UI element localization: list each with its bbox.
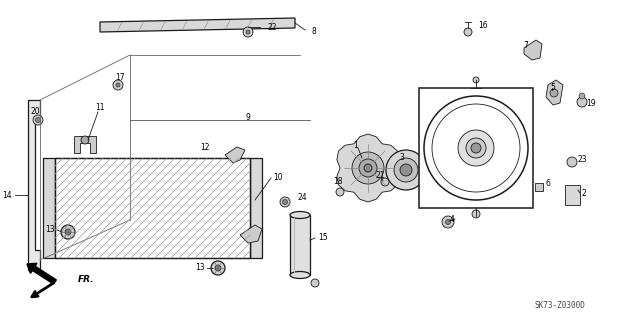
Text: 4: 4 — [450, 216, 455, 225]
Circle shape — [381, 178, 389, 186]
Text: 11: 11 — [95, 103, 105, 113]
Text: 22: 22 — [268, 23, 278, 32]
Circle shape — [567, 157, 577, 167]
Circle shape — [458, 130, 494, 166]
Circle shape — [394, 158, 418, 182]
Circle shape — [579, 93, 585, 99]
Circle shape — [246, 30, 250, 34]
Polygon shape — [74, 136, 96, 153]
Text: 2: 2 — [582, 189, 587, 197]
Text: 17: 17 — [115, 73, 125, 83]
Circle shape — [61, 225, 75, 239]
Text: 20: 20 — [30, 108, 40, 116]
Circle shape — [577, 97, 587, 107]
Text: SK73-Z0300D: SK73-Z0300D — [534, 301, 586, 310]
Text: FR.: FR. — [78, 276, 95, 285]
Text: 16: 16 — [478, 21, 488, 31]
Polygon shape — [240, 225, 262, 243]
Circle shape — [336, 188, 344, 196]
Circle shape — [282, 199, 287, 204]
Bar — [290, 215, 310, 275]
Circle shape — [364, 164, 372, 172]
Bar — [419, 88, 533, 208]
Text: 15: 15 — [318, 234, 328, 242]
Text: 13: 13 — [195, 263, 205, 272]
Circle shape — [473, 77, 479, 83]
Text: 7: 7 — [524, 41, 529, 49]
Circle shape — [445, 219, 451, 225]
Text: 5: 5 — [550, 84, 555, 93]
Circle shape — [311, 279, 319, 287]
Polygon shape — [337, 134, 399, 202]
Polygon shape — [28, 100, 40, 270]
Circle shape — [211, 261, 225, 275]
Circle shape — [442, 216, 454, 228]
Bar — [43, 158, 55, 258]
Polygon shape — [524, 40, 542, 60]
Text: 18: 18 — [333, 177, 343, 187]
Bar — [55, 158, 250, 258]
Circle shape — [466, 138, 486, 158]
Text: 21: 21 — [375, 172, 385, 181]
Circle shape — [400, 164, 412, 176]
Bar — [565, 185, 580, 205]
Circle shape — [432, 104, 520, 192]
Text: 1: 1 — [354, 140, 358, 150]
Polygon shape — [225, 147, 245, 163]
Text: 14: 14 — [3, 190, 12, 199]
Circle shape — [386, 150, 426, 190]
Bar — [535, 183, 543, 191]
Text: 19: 19 — [586, 99, 596, 108]
Circle shape — [116, 83, 120, 87]
Polygon shape — [546, 80, 563, 105]
Text: 12: 12 — [200, 144, 210, 152]
Text: 8: 8 — [312, 27, 317, 36]
Circle shape — [424, 96, 528, 200]
Circle shape — [65, 229, 71, 235]
Circle shape — [471, 143, 481, 153]
Text: 23: 23 — [578, 155, 588, 165]
Circle shape — [81, 136, 89, 144]
Circle shape — [280, 197, 290, 207]
Text: 3: 3 — [399, 153, 404, 162]
Circle shape — [472, 210, 480, 218]
Bar — [55, 158, 250, 258]
Circle shape — [352, 152, 384, 184]
Circle shape — [359, 159, 377, 177]
Text: 24: 24 — [298, 194, 308, 203]
Circle shape — [113, 80, 123, 90]
Circle shape — [243, 27, 253, 37]
FancyArrow shape — [27, 263, 56, 284]
Ellipse shape — [290, 271, 310, 278]
Circle shape — [550, 89, 558, 97]
Circle shape — [35, 117, 40, 122]
Circle shape — [464, 28, 472, 36]
Bar — [250, 158, 262, 258]
Text: 10: 10 — [273, 174, 283, 182]
Circle shape — [215, 265, 221, 271]
Circle shape — [33, 115, 43, 125]
Text: 6: 6 — [545, 180, 550, 189]
Text: 9: 9 — [246, 114, 250, 122]
Text: 13: 13 — [45, 226, 55, 234]
Polygon shape — [100, 18, 295, 32]
Ellipse shape — [290, 211, 310, 219]
